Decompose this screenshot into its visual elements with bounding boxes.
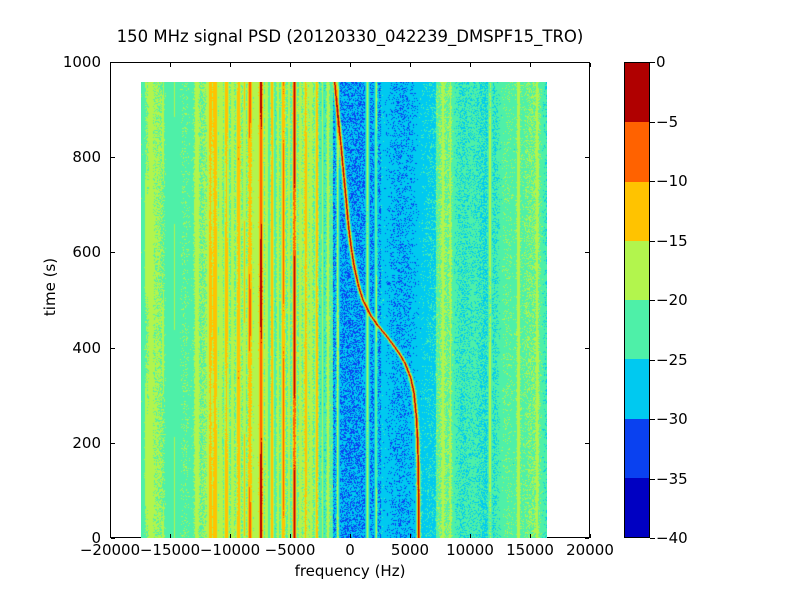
x-tick-label: 10000 (446, 541, 494, 559)
colorbar-band (625, 63, 649, 123)
x-tick-label: 0 (345, 541, 355, 559)
y-tick-mark (111, 62, 115, 63)
y-tick-mark-right (585, 252, 589, 254)
y-tick-label: 800 (72, 148, 101, 167)
x-tick-mark (170, 534, 171, 538)
y-tick-mark-right (585, 157, 589, 159)
page-title: 150 MHz signal PSD (20120330_042239_DMSP… (116, 27, 584, 46)
x-axis-label: frequency (Hz) (294, 562, 406, 580)
x-tick-mark (590, 534, 591, 538)
x-tick-mark (230, 534, 231, 538)
x-tick-mark-top (350, 63, 351, 67)
colorbar-tick-mark (650, 478, 655, 480)
x-tick-mark-top (290, 63, 291, 67)
colorbar (624, 62, 650, 538)
colorbar-tick-mark (650, 300, 655, 301)
spectrogram-image (141, 82, 547, 538)
x-tick-label: 20000 (566, 541, 614, 559)
x-tick-mark (110, 534, 111, 538)
x-tick-mark-top (170, 63, 171, 67)
colorbar-band (625, 477, 649, 537)
x-tick-mark (350, 534, 351, 538)
colorbar-tick-mark (650, 181, 655, 182)
colorbar-tick-mark (650, 240, 655, 242)
x-tick-label: −5000 (264, 541, 316, 559)
x-tick-label: 15000 (506, 541, 554, 559)
y-tick-label: 600 (72, 243, 101, 262)
colorbar-tick-mark (650, 121, 655, 123)
colorbar-tick-label: −40 (656, 529, 688, 547)
y-tick-label: 400 (72, 338, 101, 357)
x-tick-mark (410, 534, 411, 538)
x-tick-mark (530, 534, 531, 538)
x-tick-label: −20000 (79, 541, 141, 559)
x-tick-mark-top (470, 63, 471, 67)
y-tick-mark (111, 252, 115, 254)
y-tick-mark (111, 157, 115, 159)
colorbar-band (625, 359, 649, 419)
x-tick-label: −10000 (199, 541, 261, 559)
colorbar-tick-mark (650, 62, 655, 63)
colorbar-tick-label: −5 (656, 112, 679, 131)
x-tick-mark-top (410, 63, 411, 67)
colorbar-tick-label: −15 (656, 231, 688, 250)
colorbar-band (625, 240, 649, 300)
x-tick-mark-top (230, 63, 231, 67)
x-tick-label: −15000 (139, 541, 201, 559)
colorbar-tick-label: −30 (656, 410, 688, 428)
x-tick-mark-top (530, 63, 531, 67)
x-tick-label: 5000 (390, 541, 430, 559)
colorbar-band (625, 122, 649, 182)
colorbar-tick-mark (650, 538, 655, 539)
colorbar-tick-label: −35 (656, 469, 688, 488)
x-tick-mark-top (590, 63, 591, 67)
y-tick-label: 200 (72, 433, 101, 452)
x-tick-mark (290, 534, 291, 538)
y-tick-mark (111, 347, 115, 349)
colorbar-tick-label: −25 (656, 350, 688, 369)
y-tick-mark-right (585, 538, 589, 539)
y-tick-label: 1000 (62, 53, 101, 71)
x-tick-mark-top (110, 63, 111, 67)
colorbar-band (625, 300, 649, 360)
y-tick-mark-right (585, 62, 589, 63)
y-tick-mark-right (585, 442, 589, 444)
colorbar-band (625, 418, 649, 478)
colorbar-tick-mark (650, 359, 655, 361)
colorbar-tick-label: −10 (656, 172, 688, 190)
x-tick-mark (470, 534, 471, 538)
y-tick-mark (111, 442, 115, 444)
y-axis-label: time (s) (41, 257, 59, 317)
y-tick-label: 0 (91, 529, 101, 547)
colorbar-tick-mark (650, 419, 655, 420)
colorbar-band (625, 181, 649, 241)
y-tick-mark-right (585, 347, 589, 349)
colorbar-tick-label: −20 (656, 291, 688, 309)
colorbar-tick-label: 0 (656, 53, 666, 71)
y-tick-mark (111, 538, 115, 539)
